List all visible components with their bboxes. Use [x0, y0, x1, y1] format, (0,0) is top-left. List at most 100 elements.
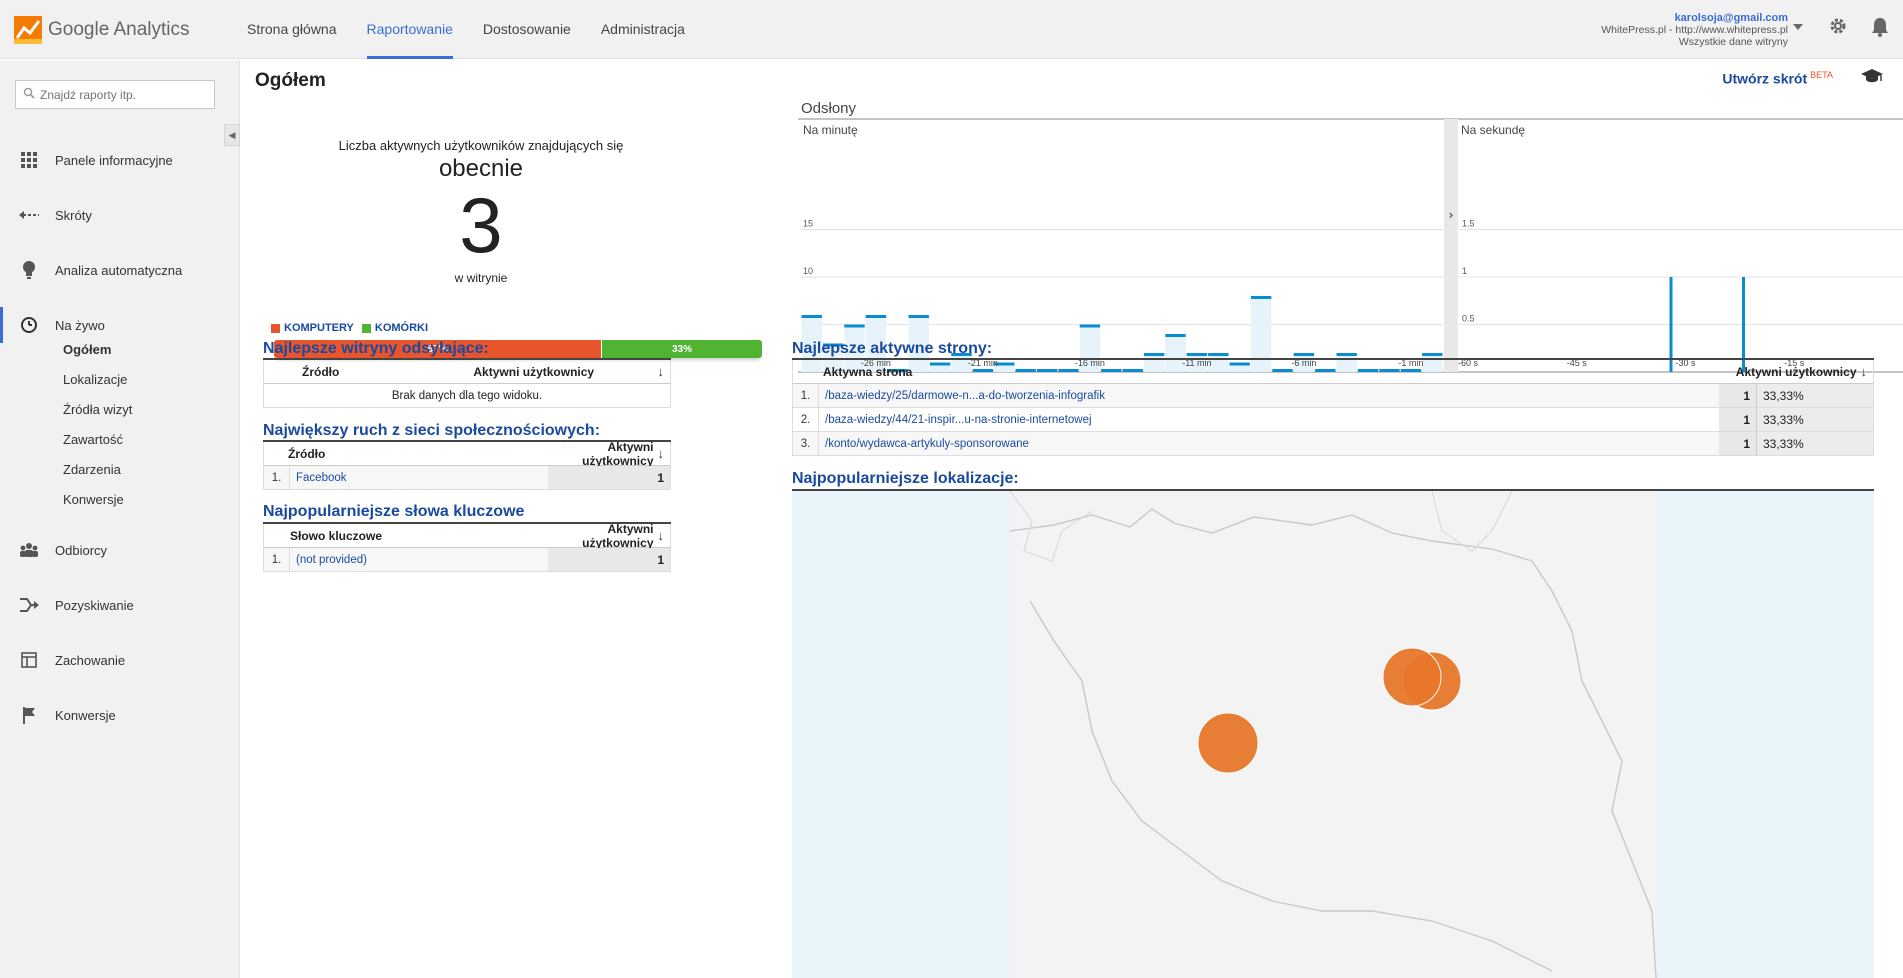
sidebar-item-behavior[interactable]: Zachowanie [0, 648, 239, 672]
per-second-y-tick: 0.5 [1462, 314, 1475, 324]
active-pages-title: Najlepsze aktywne strony: [792, 340, 993, 357]
sidebar-item-label: Panele informacyjne [55, 152, 173, 168]
per-minute-bar-cap [801, 315, 822, 318]
device-split-bar: 67% 33% [274, 340, 762, 358]
col-source-header[interactable]: Źródło [302, 364, 340, 379]
sidebar-item-shortcuts[interactable]: Skróty [0, 203, 239, 227]
sort-arrow-icon[interactable]: ↓ [657, 446, 665, 461]
sidebar-subitem-locations[interactable]: Lokalizacje [63, 372, 128, 387]
sidebar-item-dashboards[interactable]: Panele informacyjne [0, 148, 239, 172]
active-page-link[interactable]: /konto/wydawca-artykuly-sponsorowane [825, 437, 1029, 450]
per-minute-bar-cap [1336, 353, 1357, 356]
row-index: 1. [264, 548, 290, 571]
account-selector[interactable]: karolsoja@gmail.com WhitePress.pl - http… [1601, 12, 1788, 48]
social-table: Źródło Aktywni użytkownicy ↓ 1. Facebook… [263, 440, 671, 490]
legend-mobile: KOMÓRKI [361, 322, 429, 334]
ga-logo[interactable]: Google Analytics [14, 15, 190, 45]
sort-arrow-icon[interactable]: ↓ [657, 364, 665, 379]
tab-home[interactable]: Strona główna [247, 21, 337, 37]
graduation-cap-icon[interactable] [1861, 68, 1883, 84]
per-minute-bar [865, 315, 887, 372]
sidebar-item-conversions[interactable]: Konwersje [0, 703, 239, 727]
per-minute-bar [1229, 362, 1250, 372]
tab-customization[interactable]: Dostosowanie [482, 21, 571, 37]
active-users-now: obecnie [438, 155, 524, 182]
per-minute-bar-cap [887, 369, 908, 372]
chevron-down-icon[interactable] [1793, 24, 1803, 30]
col-users-header[interactable]: Aktywni użytkownicy [582, 521, 654, 550]
tab-reporting[interactable]: Raportowanie [352, 0, 468, 59]
locations-title: Najpopularniejsze lokalizacje: [792, 470, 1019, 487]
sidebar-item-intelligence[interactable]: Analiza automatyczna [0, 258, 239, 282]
device-legend: KOMPUTERY KOMÓRKI [271, 322, 436, 334]
sidebar-subitem-overview[interactable]: Ogółem [63, 342, 112, 357]
sort-arrow-icon[interactable]: ↓ [1860, 364, 1868, 379]
active-pages-table: Aktywna strona Aktywni użytkownicy ↓ 1. … [792, 358, 1874, 456]
active-page-link[interactable]: /baza-wiedzy/44/21-inspir...u-na-stronie… [825, 413, 1092, 426]
per-minute-bar-cap [1208, 353, 1229, 356]
sidebar-subitem-conversions[interactable]: Konwersje [63, 492, 124, 507]
per-minute-y-tick: 10 [803, 266, 813, 276]
per-minute-bar-cap [1143, 353, 1165, 356]
col-keyword-header[interactable]: Słowo kluczowe [290, 528, 383, 543]
sidebar-item-label: Pozyskiwanie [55, 597, 134, 613]
sidebar-subitem-traffic-sources[interactable]: Źródła wizyt [63, 402, 133, 417]
per-second-x-tick: -15 s [1784, 358, 1805, 368]
per-minute-bar-cap [1186, 353, 1208, 356]
sidebar-item-realtime[interactable]: Na żywo [0, 307, 239, 343]
col-users-header[interactable]: Aktywni użytkownicy [582, 439, 654, 468]
row-users-value: 1 [1719, 408, 1757, 431]
sidebar-item-label: Zachowanie [55, 652, 126, 668]
active-page-link[interactable]: /baza-wiedzy/25/darmowe-n...a-do-tworzen… [825, 389, 1105, 402]
col-users-header[interactable]: Aktywni użytkownicy [473, 364, 595, 379]
page-title: Ogółem [255, 70, 326, 91]
active-users-panel: Liczba aktywnych użytkowników znajdujący… [271, 138, 691, 285]
grid-icon [19, 150, 39, 170]
flag-icon [19, 705, 39, 725]
col-users-header[interactable]: Aktywni użytkownicy [1735, 364, 1857, 379]
social-source-link[interactable]: Facebook [296, 471, 347, 484]
col-page-header[interactable]: Aktywna strona [823, 364, 913, 379]
sidebar-item-acquisition[interactable]: Pozyskiwanie [0, 593, 239, 617]
location-bubble[interactable] [1197, 712, 1259, 774]
create-shortcut-button[interactable]: Utwórz skrót BETA [1722, 70, 1833, 87]
active-users-count: 3 [459, 181, 503, 269]
bell-icon[interactable] [1869, 17, 1891, 39]
chart-divider [1444, 119, 1458, 372]
sidebar-item-label: Skróty [55, 207, 92, 223]
per-minute-bar-cap [951, 353, 972, 356]
device-bar-mobile[interactable]: 33% [600, 340, 762, 358]
row-users-value: 1 [1719, 432, 1757, 455]
col-source-header[interactable]: Źródło [288, 446, 326, 461]
report-search-input[interactable] [15, 80, 215, 109]
per-minute-bar-cap [1379, 369, 1400, 372]
per-minute-bar-cap [908, 315, 929, 318]
locations-divider [792, 489, 1874, 491]
per-minute-x-tick: -21 min [968, 358, 998, 368]
table-header: Źródło Aktywni użytkownicy ↓ [263, 360, 671, 384]
per-minute-label: Na minutę [803, 123, 858, 137]
device-bar-desktop[interactable]: 67% [274, 340, 601, 358]
sidebar-item-audience[interactable]: Odbiorcy [0, 538, 239, 562]
gear-icon[interactable] [1827, 17, 1849, 39]
per-minute-bar [1422, 353, 1443, 372]
keyword-link[interactable]: (not provided) [296, 553, 367, 566]
pageviews-chart-title: Odsłony [801, 100, 857, 117]
active-users-site: w witrynie [454, 271, 508, 285]
locations-map[interactable] [792, 491, 1874, 978]
per-minute-bar [1250, 296, 1272, 372]
per-minute-bar [994, 362, 1015, 372]
tab-admin[interactable]: Administracja [600, 21, 685, 37]
sidebar-subitem-events[interactable]: Zdarzenia [63, 462, 121, 477]
collapse-sidebar-button[interactable]: ◀ [224, 124, 240, 146]
lightbulb-icon [19, 260, 39, 280]
per-second-x-tick: -60 s [1458, 358, 1479, 368]
sort-arrow-icon[interactable]: ↓ [657, 528, 665, 543]
location-bubble[interactable] [1382, 647, 1442, 707]
legend-label-mobile: KOMÓRKI [374, 322, 429, 334]
sidebar-subitem-content[interactable]: Zawartość [63, 432, 123, 447]
per-minute-bar [801, 315, 822, 372]
keywords-table: Słowo kluczowe Aktywni użytkownicy ↓ 1. … [263, 522, 671, 572]
per-minute-bar [1079, 324, 1101, 372]
merge-arrows-icon [19, 595, 39, 615]
